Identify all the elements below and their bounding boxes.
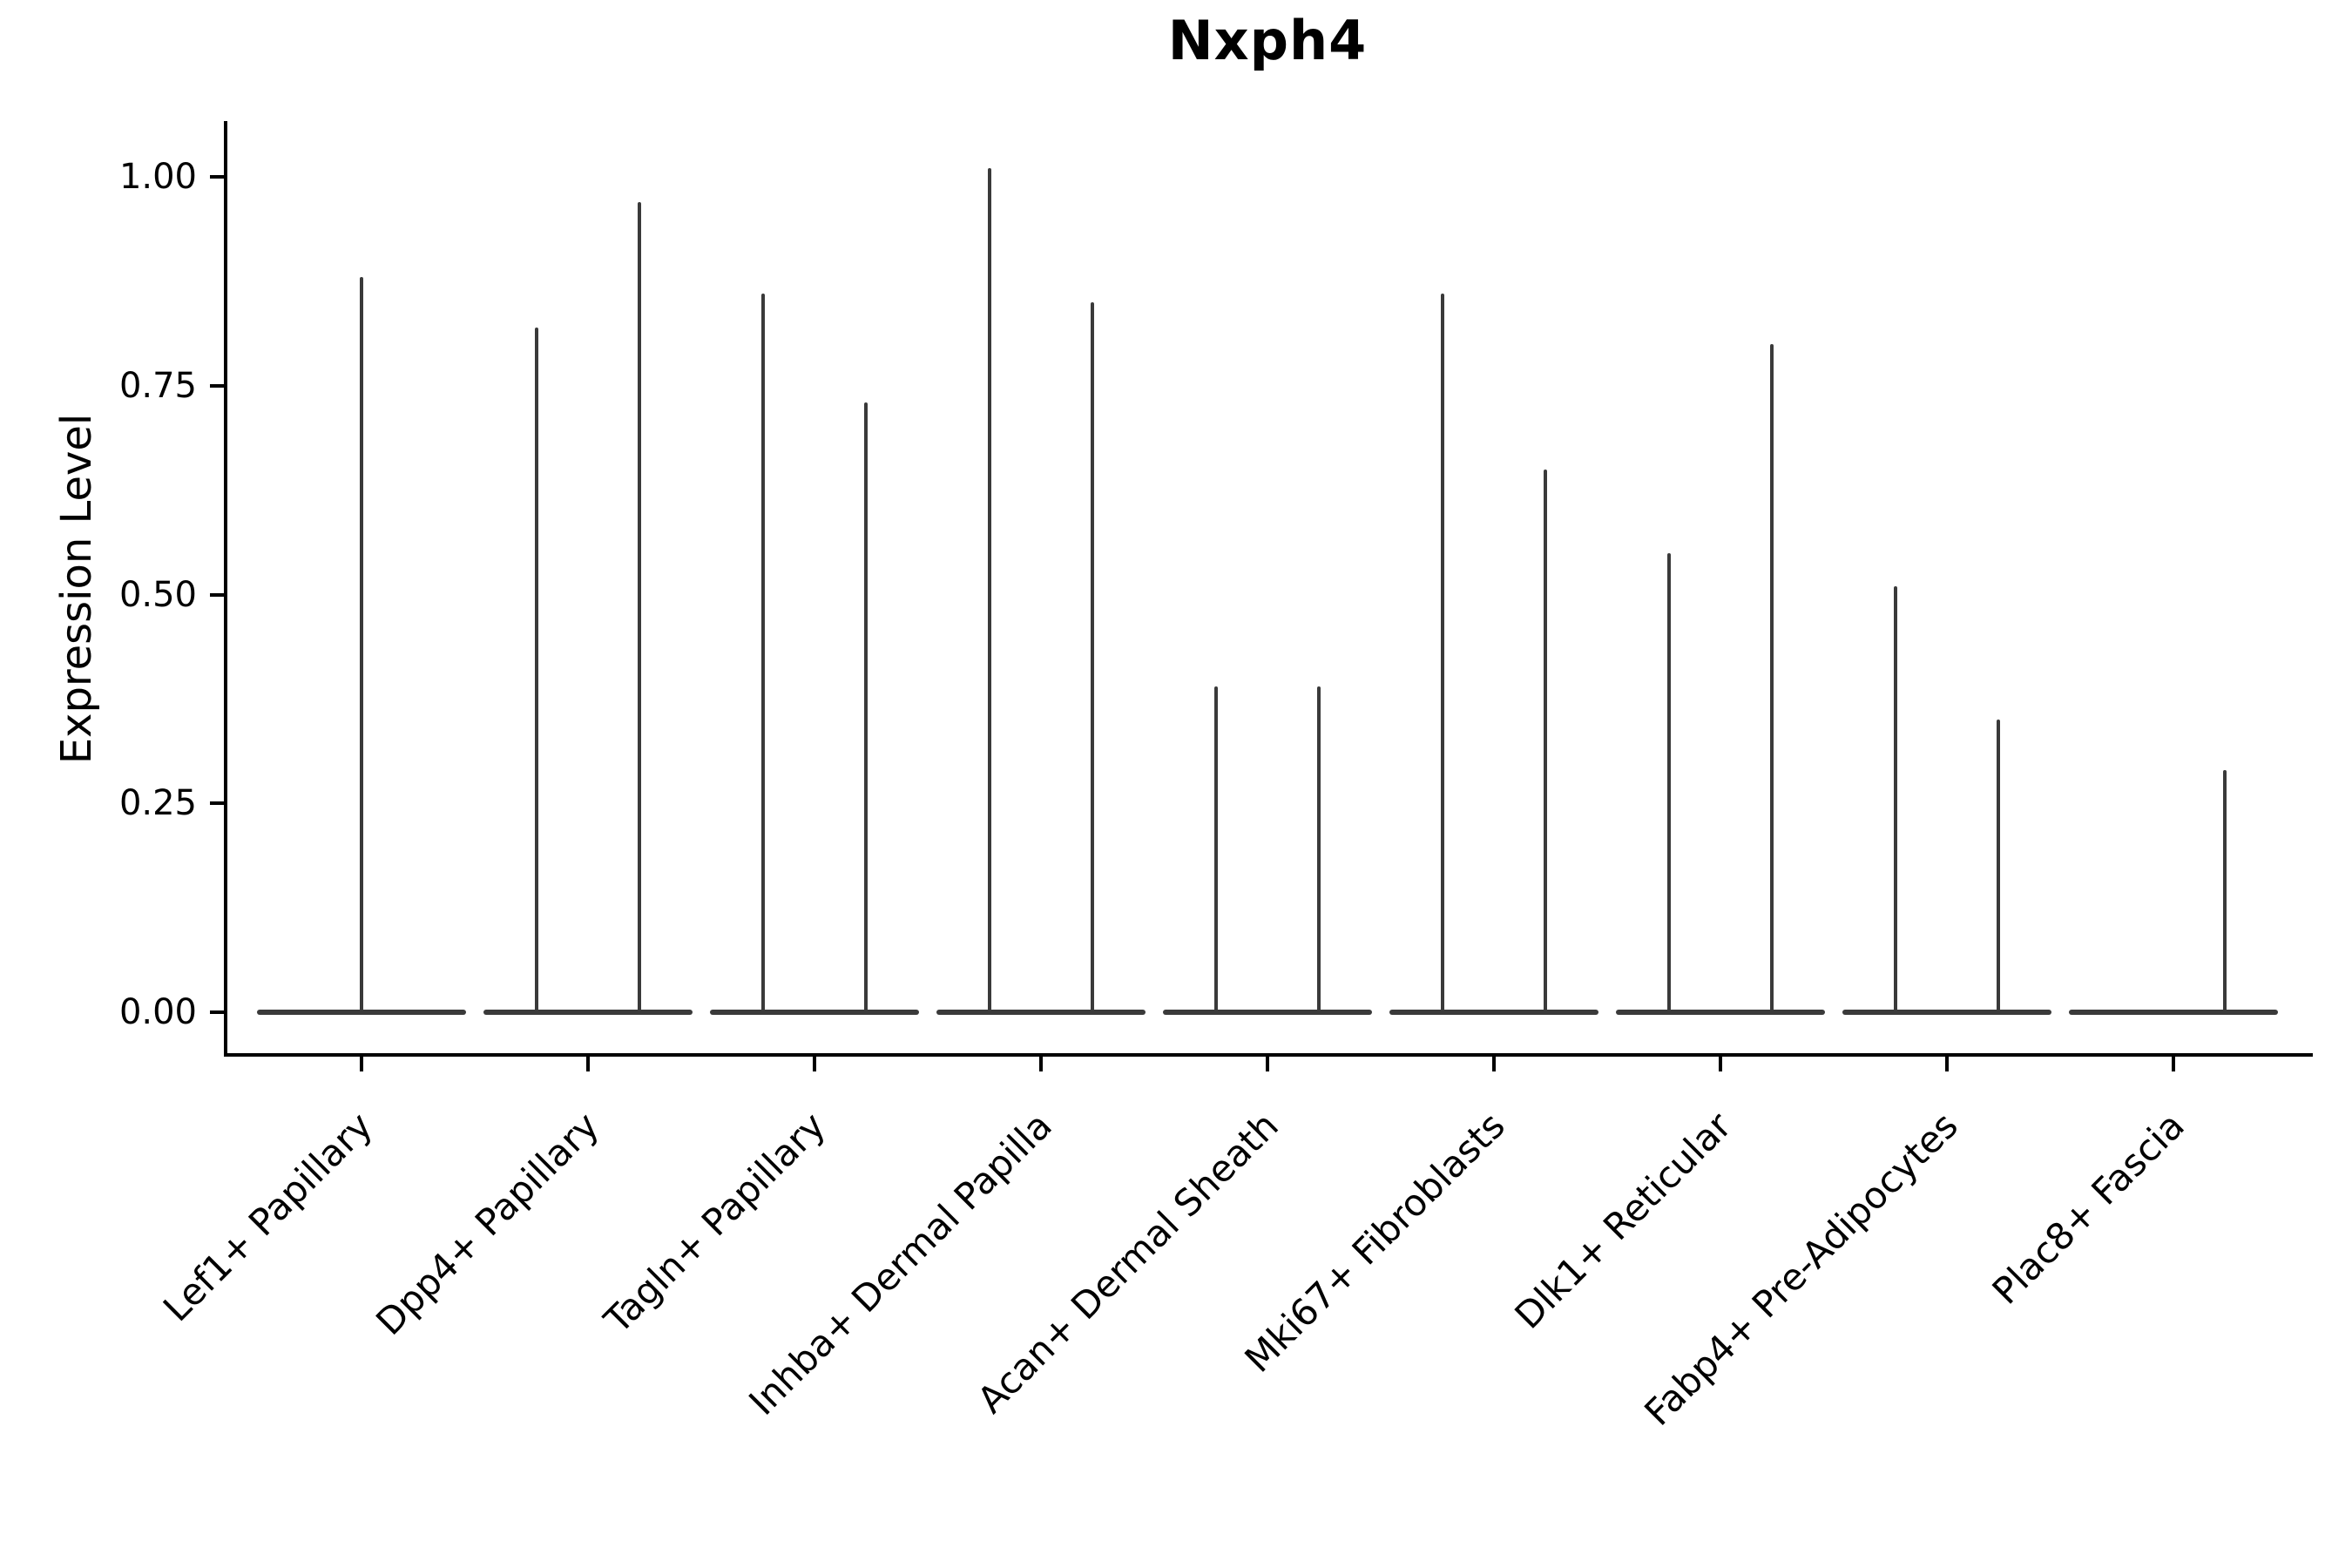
x-tick-label-3: Inhba+ Dermal Papilla [740, 1104, 1060, 1423]
violin-spike-4-right [1317, 686, 1321, 1012]
x-tick-label-1: Dpp4+ Papillary [368, 1104, 607, 1344]
x-tick-5 [1492, 1057, 1496, 1071]
y-tick-label-0.50: 0.50 [118, 574, 197, 615]
x-axis-spine [224, 1053, 2313, 1057]
x-tick-3 [1039, 1057, 1043, 1071]
violin-spike-4-left [1214, 686, 1218, 1012]
violin-baseline-7 [1842, 1010, 2051, 1015]
y-tick-label-0.25: 0.25 [118, 783, 197, 824]
violin-baseline-0 [257, 1010, 466, 1015]
violin-spike-7-right [1997, 720, 2000, 1012]
x-tick-0 [360, 1057, 363, 1071]
x-tick-label-5: Mki67+ Fibroblasts [1236, 1104, 1513, 1381]
violin-spike-5-right [1544, 470, 1547, 1012]
violin-spike-1-left [535, 328, 538, 1012]
y-tick-1 [210, 801, 226, 806]
x-tick-8 [2172, 1057, 2175, 1071]
chart-title: Nxph4 [1167, 9, 1368, 72]
x-tick-label-6: Dlk1+ Reticular [1506, 1104, 1740, 1337]
y-tick-0 [210, 1010, 226, 1014]
x-tick-4 [1266, 1057, 1269, 1071]
violin-spike-2-left [761, 294, 765, 1012]
y-tick-4 [210, 175, 226, 179]
y-tick-label-0.00: 0.00 [118, 992, 197, 1032]
x-tick-label-7: Fabp4+ Pre-Adipocytes [1636, 1104, 1966, 1434]
x-tick-1 [586, 1057, 590, 1071]
x-tick-7 [1945, 1057, 1949, 1071]
x-tick-2 [813, 1057, 816, 1071]
y-tick-label-1.00: 1.00 [118, 157, 197, 197]
y-tick-3 [210, 383, 226, 388]
x-tick-label-8: Plac8+ Fascia [1984, 1104, 2193, 1313]
violin-baseline-8 [2069, 1010, 2278, 1015]
violin-spike-6-left [1667, 553, 1671, 1012]
violin-baseline-3 [936, 1010, 1146, 1015]
y-tick-2 [210, 592, 226, 597]
violin-spike-6-right [1770, 344, 1774, 1012]
violin-baseline-5 [1389, 1010, 1598, 1015]
violin-baseline-6 [1616, 1010, 1825, 1015]
violin-spike-1-right [638, 202, 641, 1012]
y-tick-label-0.75: 0.75 [118, 365, 197, 406]
violin-baseline-1 [483, 1010, 693, 1015]
violin-spike-3-right [1091, 302, 1094, 1012]
violin-spike-5-left [1441, 294, 1444, 1012]
x-tick-label-4: Acan+ Dermal Sheath [969, 1104, 1287, 1422]
x-tick-label-2: Tagln+ Papillary [596, 1104, 834, 1342]
x-tick-6 [1719, 1057, 1722, 1071]
violin-baseline-4 [1163, 1010, 1372, 1015]
violin-baseline-2 [710, 1010, 919, 1015]
violin-spike-3-left [988, 168, 991, 1012]
violin-spike-7-left [1894, 586, 1897, 1012]
violin-spike-0-center [360, 277, 363, 1012]
violin-spike-2-right [864, 402, 868, 1012]
y-axis-spine [224, 121, 227, 1057]
violin-spike-8-right [2223, 770, 2227, 1012]
